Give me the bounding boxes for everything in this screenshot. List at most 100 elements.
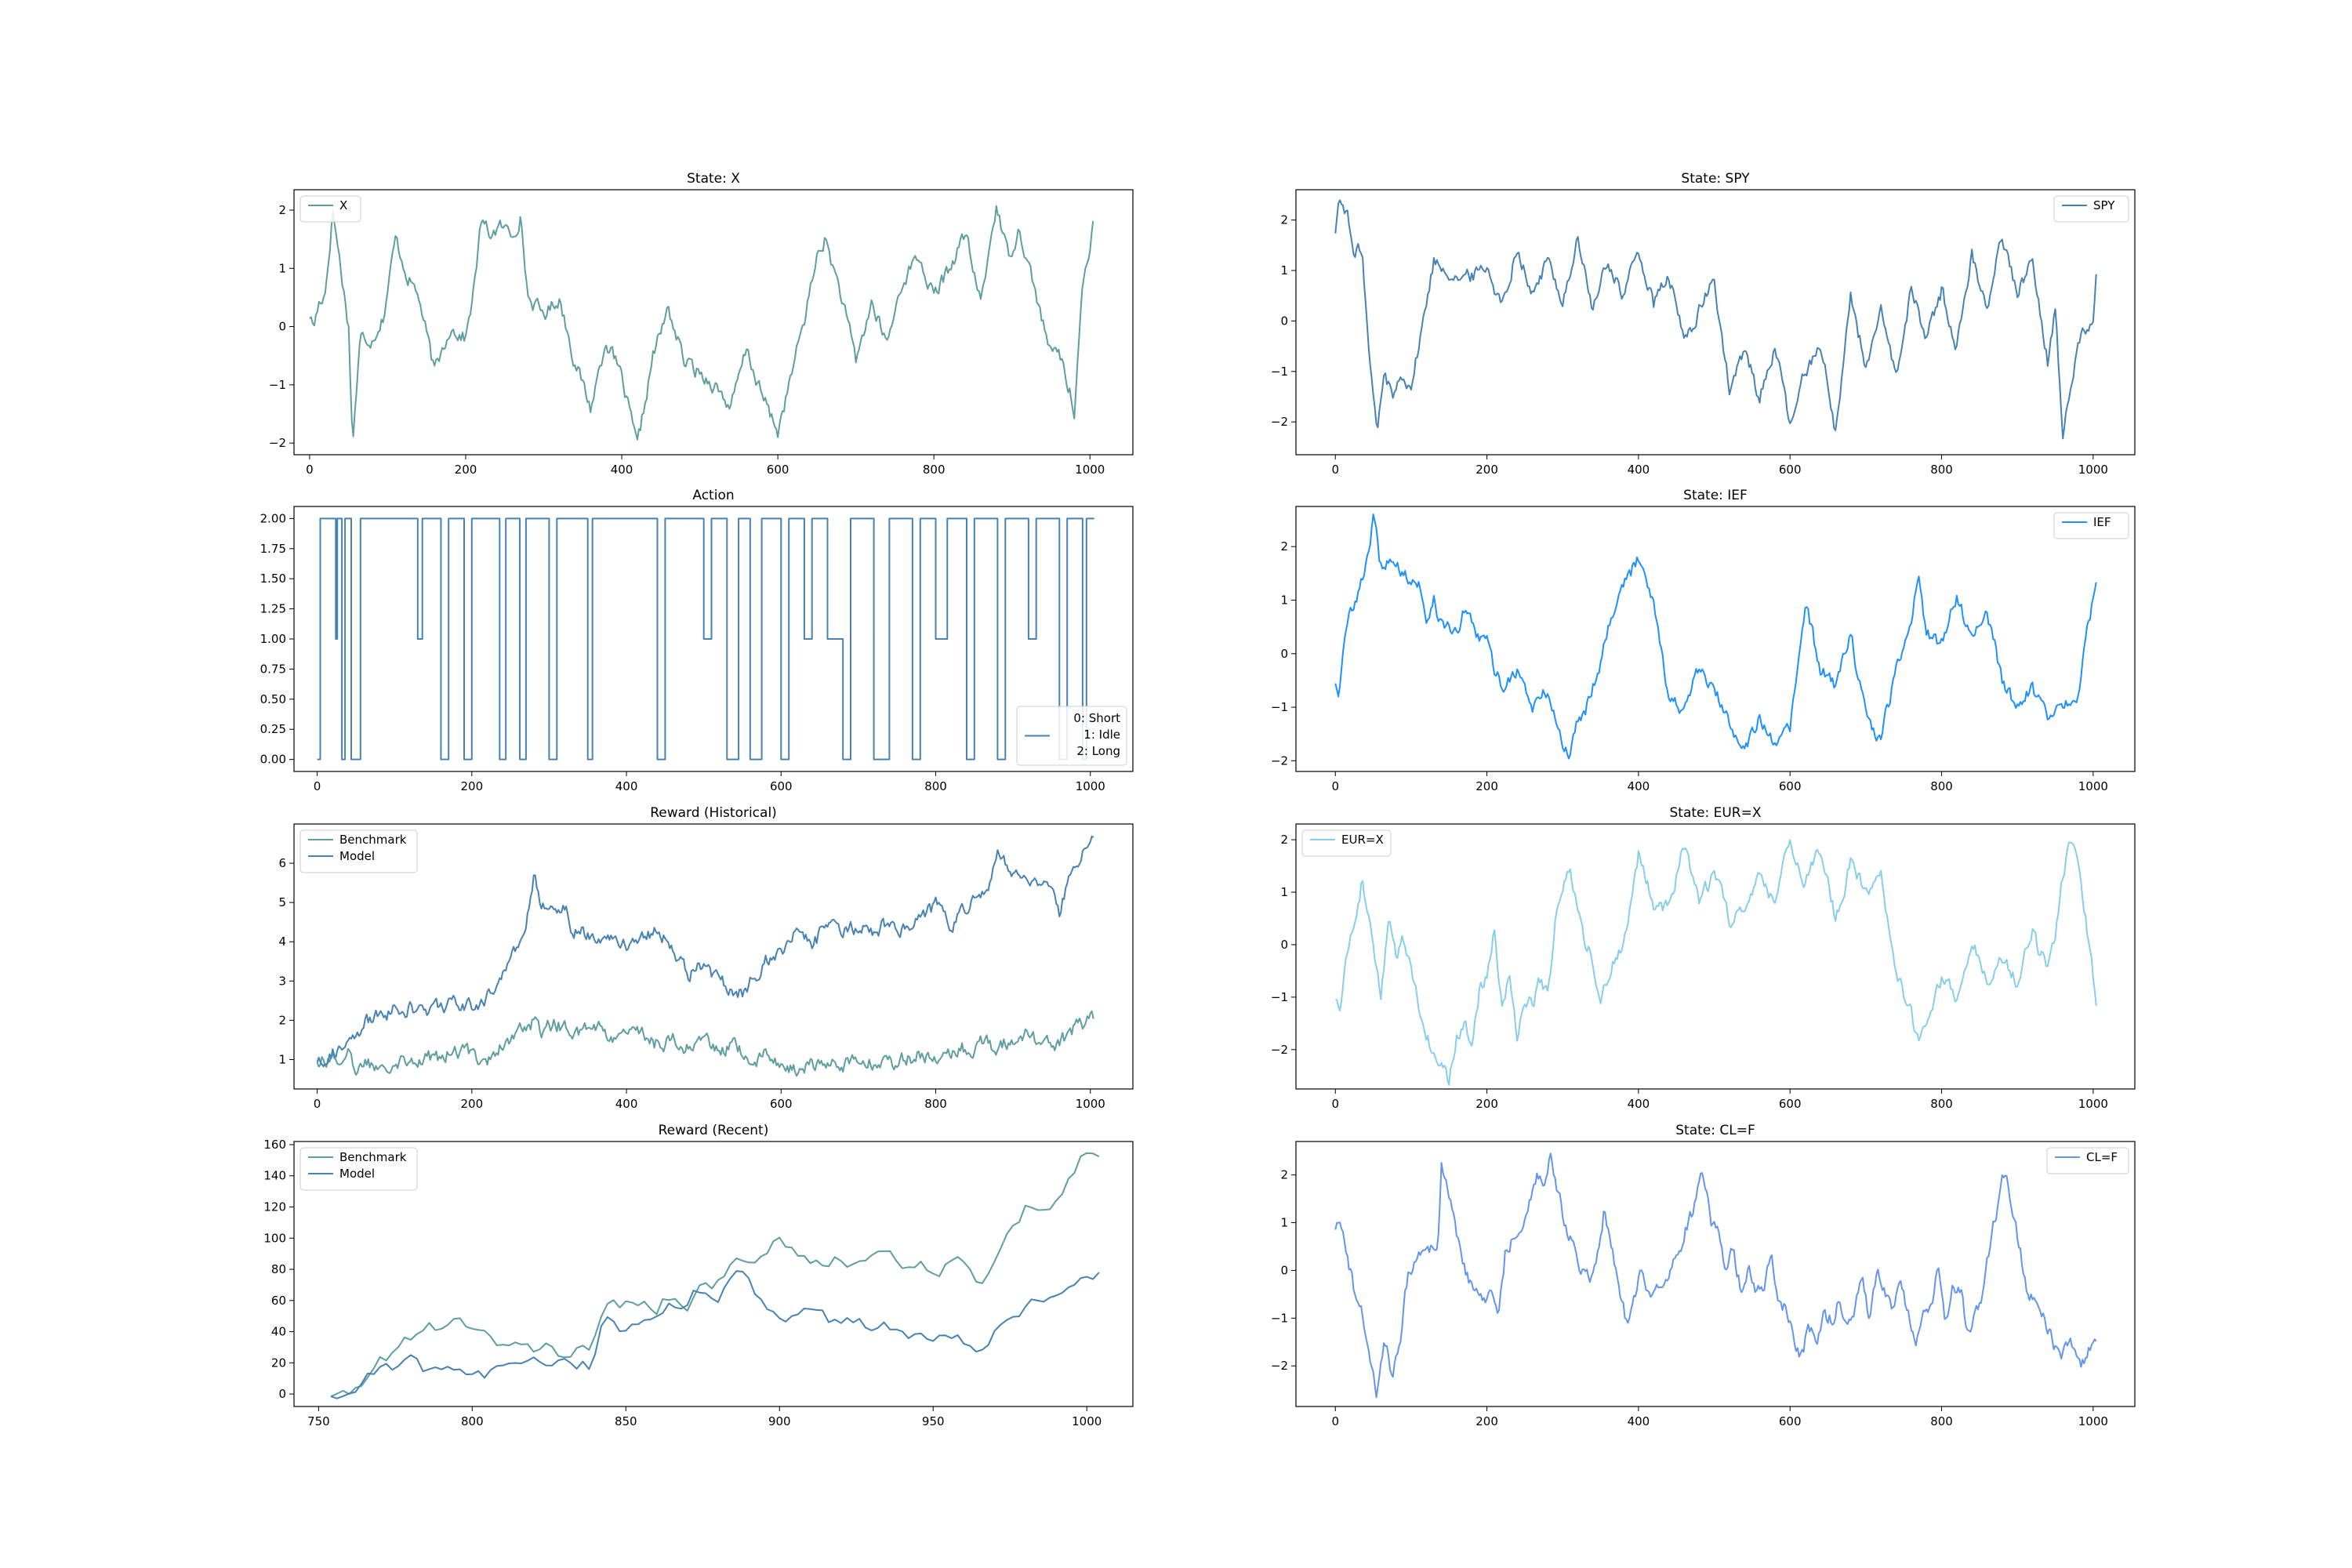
y-tick-label: 0 (1280, 647, 1288, 661)
x-tick-label: 400 (615, 1097, 638, 1111)
y-tick-label: −1 (1271, 700, 1288, 714)
y-tick-label: 140 (263, 1169, 286, 1183)
x-tick-label: 1000 (2078, 779, 2108, 793)
x-tick-label: 750 (307, 1414, 330, 1428)
x-tick-label: 0 (1331, 1097, 1339, 1111)
legend-box (299, 829, 418, 873)
legend-box (1301, 829, 1392, 857)
series-line-0-short (317, 517, 1094, 760)
x-tick-label: 1000 (1075, 463, 1105, 477)
plot-frame (1295, 823, 2136, 1090)
x-tick-label: 600 (1779, 1414, 1802, 1428)
y-tick-label: −2 (1271, 415, 1288, 429)
chart-title: State: SPY (1681, 171, 1750, 187)
x-tick-label: 400 (1628, 779, 1650, 793)
series-line-x (309, 205, 1094, 441)
x-tick-label: 1000 (1072, 1414, 1102, 1428)
y-tick-label: 2 (1280, 213, 1288, 227)
x-tick-label: 0 (1331, 1414, 1339, 1428)
legend-box (2046, 1147, 2129, 1174)
x-tick-label: 400 (611, 463, 633, 477)
legend-label: Benchmark (339, 833, 407, 847)
plot-frame (1295, 1141, 2136, 1407)
y-tick-label: 0.25 (260, 722, 286, 736)
y-tick-label: 0 (1280, 938, 1288, 952)
chart-action: Action 0 200 400 600 800 1000 0.00 0.25 0.50 0.75 1… (260, 488, 1134, 793)
y-tick-label: 0.50 (260, 692, 286, 706)
y-tick-label: 0 (1280, 314, 1288, 328)
y-tick-label: 2.00 (260, 511, 286, 525)
y-tick-label: 0.75 (260, 662, 286, 676)
series-line-spy (1334, 199, 2097, 440)
x-tick-label: 0 (314, 1097, 321, 1111)
x-tick-label: 400 (615, 779, 638, 793)
y-tick-label: 6 (278, 856, 286, 870)
x-tick-label: 800 (924, 779, 947, 793)
x-tick-label: 800 (1930, 463, 1953, 477)
y-tick-label: 2 (278, 1013, 286, 1027)
x-tick-label: 200 (1475, 463, 1498, 477)
y-tick-label: −2 (1271, 753, 1288, 768)
x-tick-label: 200 (1475, 779, 1498, 793)
x-tick-label: 0 (306, 463, 314, 477)
y-tick-label: 4 (278, 935, 286, 949)
x-tick-label: 800 (461, 1414, 484, 1428)
y-tick-label: 5 (278, 895, 286, 909)
chart-ief: State: IEF 0 200 400 600 800 1000 −2 −1 0 1 2 IEF (1271, 488, 2136, 793)
x-tick-label: 200 (460, 779, 483, 793)
x-tick-label: 800 (1930, 1414, 1953, 1428)
legend: EUR=X (1301, 829, 1392, 857)
legend-box (2053, 512, 2129, 539)
series-line-ief (1334, 514, 2097, 760)
y-tick-label: 1.75 (260, 542, 286, 556)
x-tick-label: 0 (1331, 779, 1339, 793)
y-tick-label: −1 (1271, 365, 1288, 379)
chart-title: State: IEF (1683, 488, 1748, 503)
legend: IEF (2053, 512, 2129, 539)
chart-spy: State: SPY 0 200 400 600 800 1000 −2 −1 0 1 2 SPY (1271, 171, 2136, 477)
x-tick-label: 800 (1930, 1097, 1953, 1111)
chart-title: State: CL=F (1675, 1123, 1755, 1138)
y-tick-label: 1 (278, 261, 286, 275)
y-tick-label: 0.00 (260, 753, 286, 767)
x-tick-label: 1000 (2078, 1097, 2108, 1111)
legend-label: Benchmark (339, 1150, 407, 1164)
plot-frame (293, 823, 1134, 1090)
y-tick-label: 160 (263, 1138, 286, 1152)
y-tick-label: 60 (271, 1294, 286, 1308)
x-tick-label: 400 (1628, 463, 1650, 477)
y-tick-label: 120 (263, 1200, 286, 1214)
series-line-benchmark (330, 1152, 1100, 1398)
y-tick-label: 1 (1280, 1216, 1288, 1230)
x-tick-label: 600 (767, 463, 789, 477)
x-tick-label: 1000 (2078, 1414, 2108, 1428)
legend: Benchmark Model (299, 1147, 418, 1191)
y-tick-label: 2 (1280, 539, 1288, 554)
chart-eur: State: EUR=X 0 200 400 600 800 1000 −2 −1 0 1 2 EUR=… (1271, 805, 2136, 1111)
legend-label: 2: Long (1076, 744, 1120, 758)
legend-label: CL=F (2086, 1150, 2118, 1164)
legend-box (2053, 195, 2129, 223)
legend: CL=F (2046, 1147, 2129, 1174)
y-tick-label: 1.00 (260, 632, 286, 646)
x-tick-label: 200 (1475, 1097, 1498, 1111)
legend-box (299, 1147, 418, 1191)
y-tick-label: 40 (271, 1325, 286, 1339)
plot-frame (293, 189, 1134, 456)
y-tick-label: 1 (1280, 263, 1288, 278)
y-tick-label: 2 (1280, 833, 1288, 847)
y-tick-label: −1 (1271, 1311, 1288, 1325)
x-tick-label: 200 (1475, 1414, 1498, 1428)
y-tick-label: 3 (278, 974, 286, 988)
x-tick-label: 600 (770, 1097, 793, 1111)
legend: 0: Short 1: Idle 2: Long (1016, 706, 1127, 766)
x-tick-label: 400 (1628, 1414, 1650, 1428)
legend-label: IEF (2093, 515, 2111, 529)
y-tick-label: 2 (1280, 1168, 1288, 1182)
y-tick-label: 1.25 (260, 602, 286, 616)
series-line-benchmark (316, 1010, 1094, 1077)
x-tick-label: 1000 (1076, 779, 1105, 793)
y-tick-label: 20 (271, 1356, 286, 1370)
legend: X (299, 195, 361, 223)
